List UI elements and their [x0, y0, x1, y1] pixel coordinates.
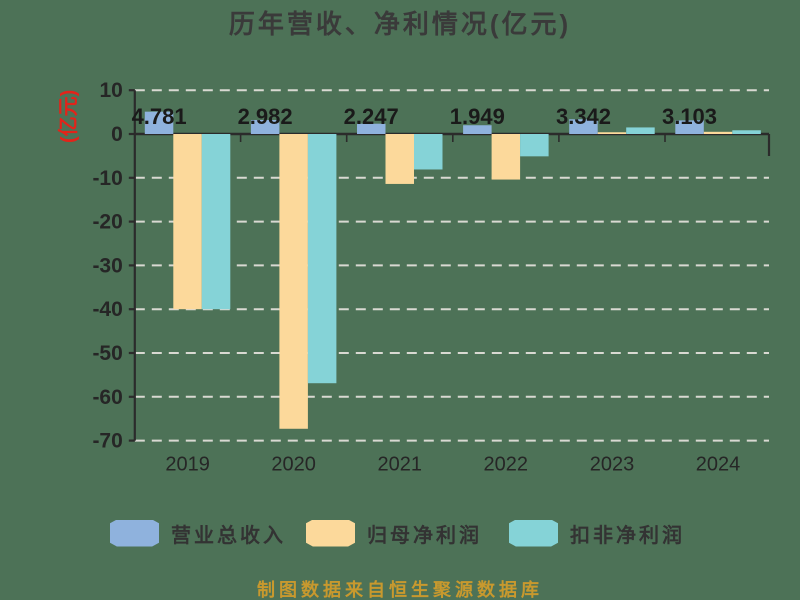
- svg-text:-60: -60: [92, 386, 122, 409]
- svg-text:4.781: 4.781: [132, 104, 187, 129]
- svg-text:2.982: 2.982: [238, 104, 293, 129]
- svg-text:-40: -40: [92, 298, 122, 321]
- svg-text:3.342: 3.342: [556, 104, 611, 129]
- svg-text:2020: 2020: [271, 454, 316, 476]
- svg-text:2022: 2022: [484, 454, 529, 476]
- svg-text:3.103: 3.103: [662, 104, 717, 129]
- svg-text:0: 0: [111, 123, 123, 146]
- svg-text:2.247: 2.247: [344, 104, 399, 129]
- svg-text:-20: -20: [92, 211, 122, 234]
- svg-text:-30: -30: [92, 254, 122, 277]
- svg-text:-10: -10: [92, 167, 122, 190]
- svg-text:10: 10: [99, 79, 122, 102]
- svg-text:2019: 2019: [165, 454, 210, 476]
- svg-text:2021: 2021: [378, 454, 423, 476]
- svg-text:-70: -70: [92, 430, 122, 453]
- svg-text:2023: 2023: [590, 454, 635, 476]
- svg-text:2024: 2024: [696, 454, 741, 476]
- svg-text:1.949: 1.949: [450, 104, 505, 129]
- svg-text:-50: -50: [92, 342, 122, 365]
